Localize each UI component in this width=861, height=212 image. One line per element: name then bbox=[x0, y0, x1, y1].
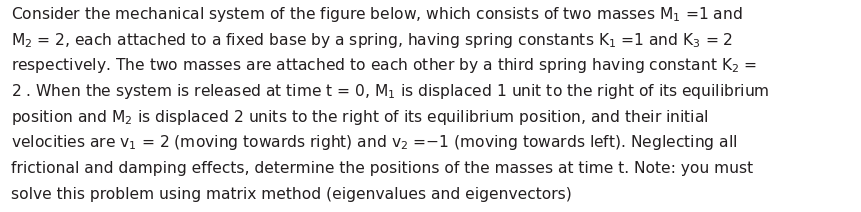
Text: 2 . When the system is released at time t = 0, $\mathregular{M_1}$ is displaced : 2 . When the system is released at time … bbox=[11, 82, 769, 101]
Text: velocities are $\mathregular{v_1}$ = 2 (moving towards right) and $\mathregular{: velocities are $\mathregular{v_1}$ = 2 (… bbox=[11, 133, 737, 152]
Text: frictional and damping effects, determine the positions of the masses at time t.: frictional and damping effects, determin… bbox=[11, 161, 753, 176]
Text: solve this problem using matrix method (eigenvalues and eigenvectors): solve this problem using matrix method (… bbox=[11, 187, 572, 202]
Text: position and $\mathregular{M_2}$ is displaced 2 units to the right of its equili: position and $\mathregular{M_2}$ is disp… bbox=[11, 108, 708, 127]
Text: $\mathregular{M_2}$ = 2, each attached to a fixed base by a spring, having sprin: $\mathregular{M_2}$ = 2, each attached t… bbox=[11, 31, 733, 50]
Text: respectively. The two masses are attached to each other by a third spring having: respectively. The two masses are attache… bbox=[11, 56, 757, 75]
Text: Consider the mechanical system of the figure below, which consists of two masses: Consider the mechanical system of the fi… bbox=[11, 5, 742, 24]
